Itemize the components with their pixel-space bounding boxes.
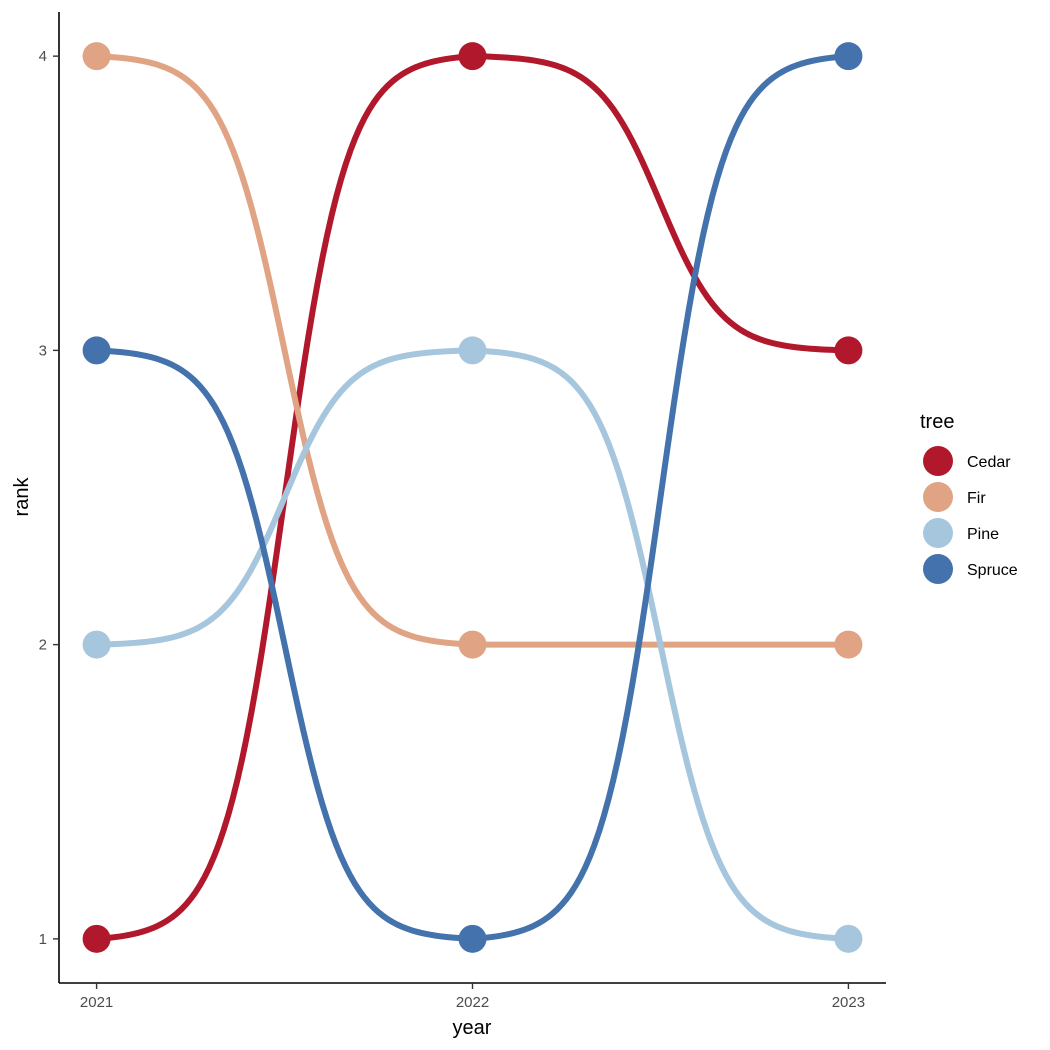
point-fir-2021 <box>82 42 111 71</box>
x-tick-label-2022: 2022 <box>456 994 489 1011</box>
y-tick-label-2: 2 <box>39 637 47 654</box>
point-pine-2022 <box>458 336 487 365</box>
legend-key-spruce <box>923 554 953 584</box>
y-tick-label-4: 4 <box>39 48 47 65</box>
point-spruce-2023 <box>834 42 863 71</box>
x-axis-ticks: 2021 2022 2023 <box>80 983 865 1011</box>
legend-label-spruce: Spruce <box>967 562 1018 579</box>
legend-label-cedar: Cedar <box>967 454 1011 471</box>
series-line-spruce <box>93 53 852 942</box>
y-axis-ticks: 1 2 3 4 <box>39 48 59 948</box>
point-spruce-2021 <box>82 336 111 365</box>
legend-key-pine <box>923 518 953 548</box>
y-axis-title: rank <box>11 477 33 517</box>
legend-key-cedar <box>923 446 953 476</box>
legend-label-fir: Fir <box>967 490 986 507</box>
x-tick-label-2023: 2023 <box>832 994 865 1011</box>
series-line-cedar <box>93 53 852 942</box>
x-tick-label-2021: 2021 <box>80 994 113 1011</box>
point-fir-2023 <box>834 630 863 659</box>
point-fir-2022 <box>458 630 487 659</box>
x-axis-title: year <box>453 1017 492 1039</box>
legend-title: tree <box>920 411 954 433</box>
series-lines <box>93 53 852 942</box>
legend-key-fir <box>923 482 953 512</box>
y-tick-label-3: 3 <box>39 342 47 359</box>
legend: tree Cedar Fir Pine Spruce <box>920 411 1018 584</box>
point-cedar-2022 <box>458 42 487 71</box>
point-pine-2021 <box>82 630 111 659</box>
point-pine-2023 <box>834 924 863 953</box>
point-cedar-2023 <box>834 336 863 365</box>
point-cedar-2021 <box>82 924 111 953</box>
y-tick-label-1: 1 <box>39 931 47 948</box>
series-points <box>82 42 863 953</box>
point-spruce-2022 <box>458 924 487 953</box>
legend-label-pine: Pine <box>967 526 999 543</box>
